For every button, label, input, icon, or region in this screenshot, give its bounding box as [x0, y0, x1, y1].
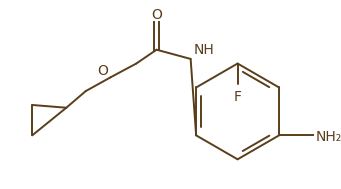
Text: NH₂: NH₂ [316, 130, 341, 144]
Text: F: F [234, 90, 242, 104]
Text: O: O [98, 64, 108, 78]
Text: O: O [151, 8, 162, 22]
Text: NH: NH [193, 43, 214, 57]
